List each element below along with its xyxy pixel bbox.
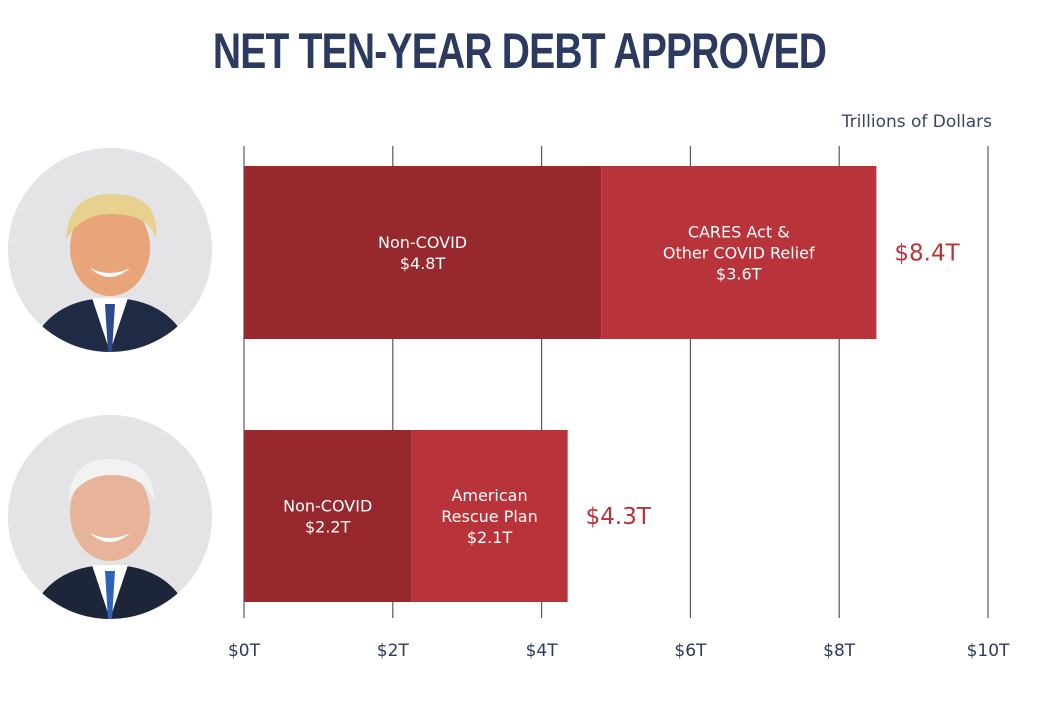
x-tick-label-3: $6T xyxy=(674,641,707,661)
bar-biden-total-label: $4.3T xyxy=(586,504,652,530)
bar-biden-segment-0-label-1: $2.2T xyxy=(305,518,351,537)
bar-biden-segment-0-label-0: Non-COVID xyxy=(283,497,372,516)
bar-biden-segment-0 xyxy=(244,430,412,602)
bar-biden-segment-1-label-0: American xyxy=(451,486,527,505)
x-tick-label-1: $2T xyxy=(377,641,410,661)
biden-portrait-image xyxy=(8,415,212,619)
x-tick-label-4: $8T xyxy=(823,641,856,661)
trump-portrait xyxy=(8,148,212,352)
x-tick-label-2: $4T xyxy=(526,641,559,661)
bar-biden-segment-1 xyxy=(411,430,568,602)
bar-trump-segment-1-label-1: Other COVID Relief xyxy=(663,244,815,263)
bar-trump-segment-1 xyxy=(601,166,877,339)
bar-trump-segment-1-label-0: CARES Act & xyxy=(688,223,790,242)
bar-trump-segment-0-label-0: Non-COVID xyxy=(378,233,467,252)
x-tick-label-5: $10T xyxy=(967,641,1010,661)
biden-portrait xyxy=(8,415,212,619)
bar-trump-total-label: $8.4T xyxy=(894,241,960,267)
bar-biden-segment-1-label-1: Rescue Plan xyxy=(441,507,537,526)
bar-trump-segment-0 xyxy=(244,166,602,339)
bar-trump-segment-1-label-2: $3.6T xyxy=(716,265,762,284)
bar-biden-segment-1-label-2: $2.1T xyxy=(467,528,513,547)
trump-portrait-image xyxy=(8,148,212,352)
chart-title: NET TEN-YEAR DEBT APPROVED xyxy=(212,23,827,79)
bar-trump-segment-0-label-1: $4.8T xyxy=(400,254,446,273)
unit-label: Trillions of Dollars xyxy=(841,112,992,132)
x-tick-label-0: $0T xyxy=(228,641,261,661)
